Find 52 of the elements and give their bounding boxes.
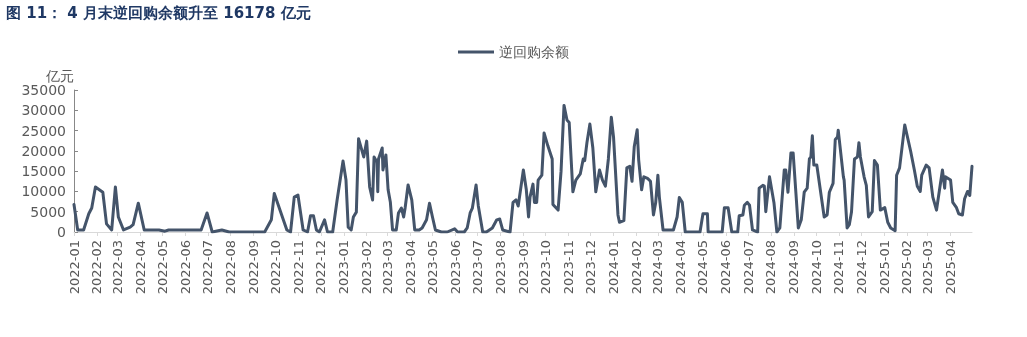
- x-tick-label: 2024-02: [628, 240, 644, 295]
- x-tick-label: 2025-03: [920, 240, 936, 295]
- y-axis-title: 亿元: [45, 68, 74, 85]
- legend-label: 逆回购余额: [499, 44, 569, 60]
- x-tick-label: 2024-09: [786, 240, 802, 295]
- x-tick-label: 2024-06: [718, 240, 734, 295]
- x-tick-label: 2024-10: [808, 240, 824, 295]
- x-tick-label: 2022-02: [89, 240, 105, 295]
- y-tick-label: 10000: [21, 183, 66, 200]
- x-tick-label: 2022-04: [133, 240, 149, 295]
- x-tick-label: 2024-11: [831, 240, 847, 295]
- y-tick-label: 15000: [21, 163, 66, 180]
- x-tick-label: 2023-03: [379, 240, 395, 295]
- x-tick-label: 2024-01: [606, 240, 622, 295]
- x-tick-label: 2022-07: [200, 240, 216, 295]
- x-tick-label: 2023-04: [402, 240, 418, 295]
- x-tick-label: 2022-01: [66, 240, 82, 295]
- x-tick-label: 2023-05: [424, 240, 440, 295]
- x-tick-label: 2023-12: [583, 240, 599, 295]
- x-tick-label: 2022-10: [268, 240, 284, 295]
- y-tick-label: 30000: [21, 102, 66, 119]
- x-tick-label: 2025-01: [876, 240, 892, 295]
- x-tick-label: 2024-03: [650, 240, 666, 295]
- x-tick-label: 2022-11: [291, 240, 307, 295]
- x-tick-label: 2024-12: [853, 240, 869, 295]
- x-tick-label: 2023-11: [560, 240, 576, 295]
- chart-title: 图 11： 4 月末逆回购余额升至 16178 亿元: [6, 4, 311, 23]
- x-tick-label: 2025-02: [899, 240, 915, 295]
- x-tick-label: 2023-09: [515, 240, 531, 295]
- x-tick-label: 2023-06: [447, 240, 463, 295]
- y-tick-label: 5000: [30, 203, 66, 220]
- x-tick-label: 2024-07: [740, 240, 756, 295]
- x-tick-label: 2023-01: [336, 240, 352, 295]
- x-tick-label: 2023-07: [470, 240, 486, 295]
- line-series: [72, 103, 974, 234]
- y-tick-label: 35000: [21, 82, 66, 98]
- x-tick-label: 2024-04: [673, 240, 689, 295]
- x-tick-label: 2025-04: [943, 240, 959, 295]
- x-tick-label: 2023-10: [538, 240, 554, 295]
- x-tick-label: 2022-12: [313, 240, 329, 295]
- x-tick-label: 2023-08: [492, 240, 508, 295]
- x-tick-label: 2024-05: [695, 240, 711, 295]
- x-tick-label: 2022-05: [155, 240, 171, 295]
- x-tick-label: 2022-08: [223, 240, 239, 295]
- x-tick-label: 2024-08: [763, 240, 779, 295]
- x-tick-label: 2023-02: [359, 240, 375, 295]
- x-tick-label: 2022-09: [246, 240, 262, 295]
- x-tick-label: 2022-03: [110, 240, 126, 295]
- y-tick-label: 0: [57, 224, 66, 240]
- x-tick-label: 2022-06: [178, 240, 194, 295]
- y-tick-label: 25000: [21, 122, 66, 139]
- y-tick-label: 20000: [21, 142, 66, 159]
